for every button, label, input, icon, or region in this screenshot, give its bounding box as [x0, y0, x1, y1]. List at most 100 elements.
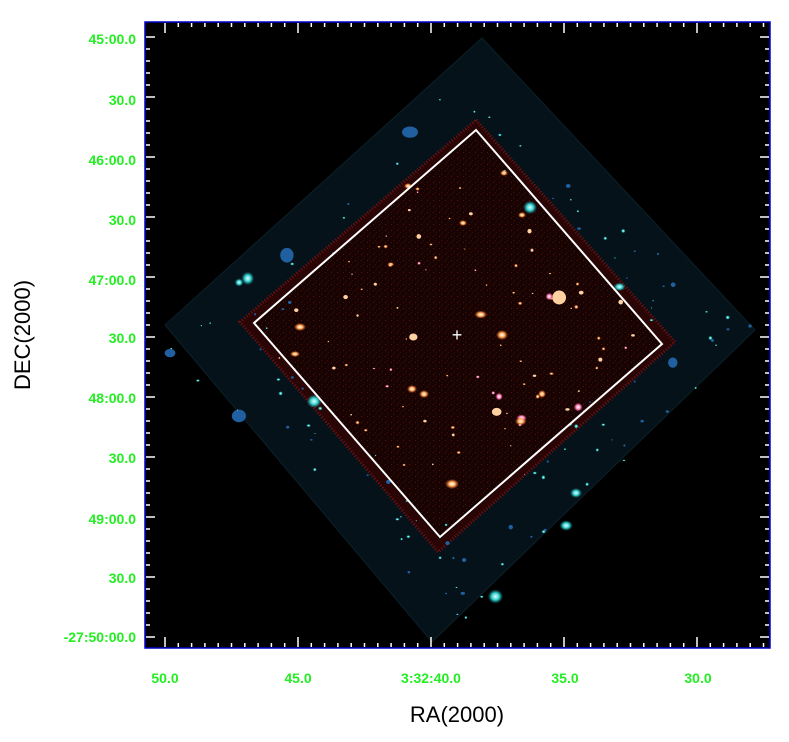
source-dot: [509, 445, 512, 447]
source-dot: [601, 347, 606, 351]
source-dot: [474, 269, 477, 272]
source-dot: [290, 376, 294, 379]
source-dot: [577, 390, 580, 392]
source-dot: [415, 520, 418, 522]
source-dot: [573, 402, 583, 412]
source-dot: [429, 243, 433, 246]
source-dot: [360, 288, 364, 291]
y-tick-label: 48:00.0: [89, 390, 137, 406]
y-tick-label: 49:00.0: [89, 511, 137, 527]
source-dot: [748, 324, 752, 328]
x-tick-label: 30.0: [684, 670, 711, 686]
source-dot: [464, 615, 468, 620]
source-dot: [424, 269, 427, 271]
source-dot: [388, 264, 393, 268]
bright-galaxy: [290, 351, 300, 357]
source-dot: [356, 314, 359, 317]
source-dot: [355, 420, 360, 425]
source-dot: [652, 299, 654, 302]
source-dot: [286, 425, 290, 429]
source-dot: [386, 479, 391, 484]
source-dot: [491, 407, 502, 416]
source-dot: [527, 228, 532, 234]
source-dot: [633, 380, 636, 383]
source-dot: [726, 328, 730, 331]
source-dot: [276, 378, 281, 382]
source-dot: [399, 515, 402, 518]
inner-field-region: [254, 130, 662, 540]
bright-galaxy: [496, 330, 508, 340]
source-dot: [458, 187, 462, 189]
source-dot: [423, 419, 427, 423]
field-outline: [252, 128, 664, 539]
source-dot: [522, 382, 526, 386]
source-dot: [514, 263, 518, 268]
source-dot: [623, 444, 626, 447]
source-dot: [541, 529, 546, 534]
source-dot: [385, 235, 388, 237]
source-dot: [468, 212, 473, 216]
source-dot: [620, 228, 626, 234]
source-dot: [342, 216, 346, 220]
source-dot: [508, 524, 513, 530]
source-dot: [541, 475, 546, 480]
source-dot: [405, 337, 408, 340]
source-dot: [656, 252, 660, 255]
source-dot: [574, 304, 579, 310]
bright-galaxy: [407, 385, 417, 393]
source-dot: [208, 322, 212, 325]
bright-galaxy: [518, 212, 526, 218]
source-dot: [254, 313, 257, 316]
source-dot: [577, 227, 582, 230]
source-dot: [294, 308, 299, 312]
source-dot: [708, 335, 713, 341]
source-dot: [432, 463, 434, 466]
source-dot: [578, 290, 584, 295]
source-dot: [306, 394, 322, 409]
source-dot: [350, 413, 352, 416]
source-dot: [402, 463, 406, 467]
source-dot: [512, 291, 516, 294]
source-dot: [519, 360, 523, 363]
source-dot: [327, 340, 330, 343]
source-dot: [505, 412, 509, 415]
source-dot: [416, 191, 419, 194]
source-dot: [310, 439, 313, 441]
source-dot: [631, 334, 635, 337]
source-dot: [668, 357, 678, 368]
source-dot: [343, 295, 348, 300]
x-tick-label: 3:32:40.0: [401, 670, 461, 686]
source-dot: [347, 260, 351, 263]
source-dot: [450, 425, 456, 430]
source-dot: [344, 363, 349, 367]
source-dot: [530, 248, 533, 251]
x-tick-label: 50.0: [151, 670, 178, 686]
source-dot: [280, 247, 294, 263]
source-dot: [518, 144, 522, 147]
source-dot: [596, 336, 601, 341]
source-dot: [499, 344, 502, 347]
source-dot: [474, 310, 488, 319]
source-dot: [445, 541, 450, 546]
source-dot: [396, 445, 400, 449]
source-dot: [317, 406, 323, 411]
source-dot: [374, 454, 377, 457]
source-dot: [231, 409, 246, 423]
source-dot: [662, 285, 665, 288]
source-dot: [281, 308, 285, 311]
source-dot: [532, 374, 537, 377]
source-dot: [259, 348, 262, 351]
source-dot: [573, 423, 579, 429]
source-dot: [377, 245, 381, 248]
source-dot: [565, 408, 570, 411]
source-dot: [714, 344, 718, 347]
source-dot: [475, 375, 480, 379]
x-axis-title: RA(2000): [410, 702, 504, 727]
source-dot: [585, 482, 590, 487]
source-dot: [445, 374, 449, 377]
y-tick-label: 30.0: [109, 570, 136, 586]
source-dot: [545, 292, 554, 301]
y-tick-label: -27:50:00.0: [64, 629, 137, 645]
source-dot: [290, 262, 295, 266]
